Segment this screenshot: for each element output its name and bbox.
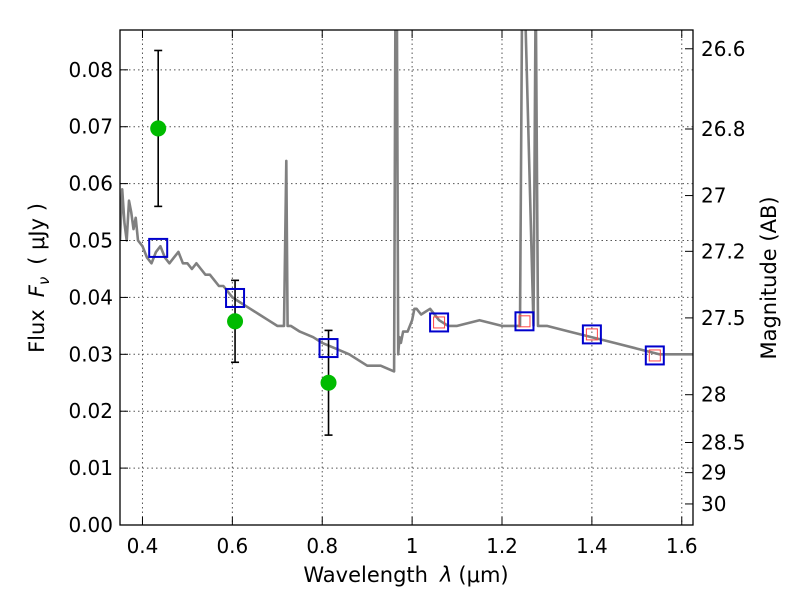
x-tick-label: 1.4: [576, 534, 608, 558]
inner-square-marker: [585, 328, 598, 341]
grid: [120, 30, 693, 526]
y2-tick-label: 28.5: [701, 431, 746, 455]
x-tick-label: 1.2: [486, 534, 518, 558]
model-square-marker: [225, 287, 246, 308]
spectrum-layer: [120, 30, 693, 373]
model-square-marker: [429, 312, 450, 333]
inner-square-marker: [433, 316, 446, 329]
spectrum-line: [120, 30, 693, 373]
y-tick-label: 0.04: [68, 285, 113, 309]
x-axis-label: Wavelength λ (μm): [303, 563, 508, 587]
y-tick-label: 0.06: [68, 172, 113, 196]
y2-tick-label: 28: [701, 383, 726, 407]
x-tick-label: 0.4: [127, 534, 159, 558]
inner-square-marker: [648, 349, 661, 362]
y-tick-label: 0.01: [68, 456, 113, 480]
marker-layer: [148, 49, 665, 436]
y2-tick-label: 26.6: [701, 37, 746, 61]
y2-tick-label: 27.5: [701, 306, 746, 330]
x-tick-label: 1: [406, 534, 419, 558]
model-square-marker: [318, 338, 339, 359]
x-tick-label: 0.8: [306, 534, 338, 558]
y-tick-label: 0.02: [68, 399, 113, 423]
observed-point: [227, 313, 244, 330]
y2-tick-label: 26.8: [701, 117, 746, 141]
observed-point: [320, 374, 337, 391]
y2-tick-label: 27.2: [701, 239, 746, 263]
x-tick-label: 1.6: [666, 534, 698, 558]
y-axis-label: FluxFν( μJy ): [25, 203, 53, 353]
y-tick-label: 0.05: [68, 229, 113, 253]
plot-frame: [119, 29, 694, 526]
x-tick-label: 0.6: [216, 534, 248, 558]
model-square-marker: [644, 345, 665, 366]
y2-tick-label: 27: [701, 184, 726, 208]
y-tick-label: 0.08: [68, 58, 113, 82]
model-square-marker: [514, 311, 535, 332]
observed-point: [150, 120, 167, 137]
y-tick-label: 0.03: [68, 342, 113, 366]
y2-tick-label: 29: [701, 461, 726, 485]
inner-square-marker: [518, 315, 531, 328]
axis-ticks: 0.4 0.6 0.8 1 1.2 1.4 1.6 0.00 0.01 0.02 0.03 0.04 0…: [68, 30, 746, 558]
y2-axis-label: Magnitude (AB): [757, 196, 781, 359]
model-square-marker: [581, 324, 602, 345]
y-tick-label: 0.00: [68, 513, 113, 537]
y-tick-label: 0.07: [68, 115, 113, 139]
y2-tick-label: 30: [701, 492, 726, 516]
model-square-marker: [148, 237, 169, 258]
